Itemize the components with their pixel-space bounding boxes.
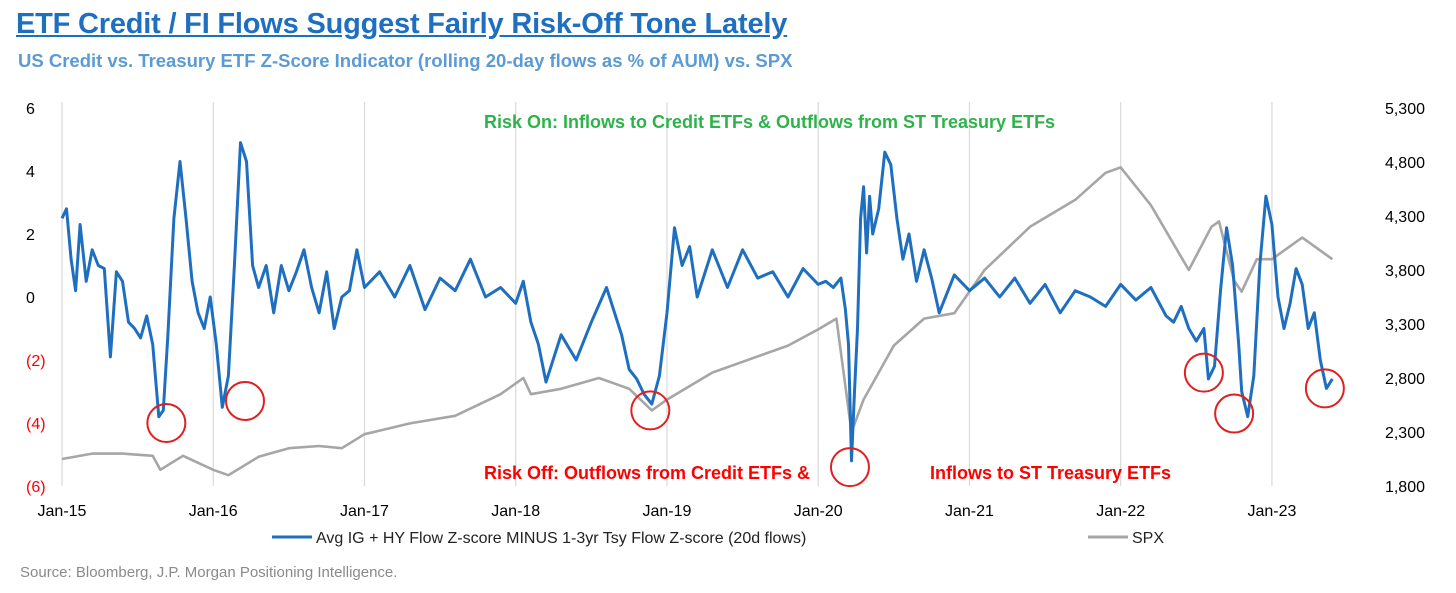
y-right-tick-label: 5,300	[1385, 101, 1425, 118]
y-right-tick-label: 3,800	[1385, 263, 1425, 280]
y-axis-left: 6 4 2 0 (2) (4) (6)	[26, 101, 46, 496]
highlight-circles	[146, 352, 1345, 488]
chart-subtitle: US Credit vs. Treasury ETF Z-Score Indic…	[18, 50, 793, 71]
x-tick-label: Jan-17	[340, 503, 389, 520]
spx-series	[61, 166, 1334, 477]
y-left-tick-label: 2	[26, 227, 35, 244]
y-left-tick-label: 4	[26, 164, 35, 181]
risk-off-annotation-right: Inflows to ST Treasury ETFs	[930, 463, 1171, 483]
y-right-tick-label: 3,300	[1385, 317, 1425, 334]
y-right-tick-label: 4,800	[1385, 155, 1425, 172]
y-right-tick-label: 1,800	[1385, 479, 1425, 496]
zscore-line	[60, 141, 1334, 463]
y-axis-right: 5,300 4,800 4,300 3,800 3,300 2,800 2,300 1,800	[1385, 101, 1425, 496]
risk-on-annotation: Risk On: Inflows to Credit ETFs & Outflo…	[484, 112, 1055, 132]
risk-off-annotation-left: Risk Off: Outflows from Credit ETFs &	[484, 463, 810, 483]
y-left-tick-label: 6	[26, 101, 35, 118]
chart-title: ETF Credit / FI Flows Suggest Fairly Ris…	[16, 8, 788, 40]
y-right-tick-label: 2,300	[1385, 425, 1425, 442]
highlight-circle	[1304, 368, 1345, 409]
y-left-tick-label: 0	[26, 290, 35, 307]
x-tick-label: Jan-21	[945, 503, 994, 520]
x-axis: Jan-15 Jan-16 Jan-17 Jan-18 Jan-19 Jan-20 Jan-…	[38, 503, 1297, 520]
chart: 6 4 2 0 (2) (4) (6) 5,300 4,800 4,300 3,800 3,300 2…	[26, 101, 1425, 547]
x-tick-label: Jan-20	[794, 503, 843, 520]
x-tick-label: Jan-23	[1247, 503, 1296, 520]
highlight-circle	[829, 447, 870, 488]
zscore-series	[60, 141, 1334, 463]
legend-zscore-label: Avg IG + HY Flow Z-score MINUS 1-3yr Tsy…	[316, 530, 806, 547]
y-left-tick-label: (4)	[26, 416, 46, 433]
x-tick-label: Jan-19	[643, 503, 692, 520]
x-tick-label: Jan-22	[1096, 503, 1145, 520]
highlight-circle	[1183, 352, 1224, 393]
spx-line	[61, 166, 1334, 477]
y-left-tick-label: (6)	[26, 479, 46, 496]
source-note: Source: Bloomberg, J.P. Morgan Positioni…	[20, 564, 398, 581]
x-tick-label: Jan-15	[38, 503, 87, 520]
y-right-tick-label: 2,800	[1385, 371, 1425, 388]
highlight-circle	[146, 403, 187, 443]
legend-spx-label: SPX	[1132, 530, 1164, 547]
highlight-circle	[1214, 393, 1255, 434]
gridlines	[61, 102, 1273, 486]
highlight-circle	[630, 390, 671, 431]
highlight-circle	[225, 380, 266, 421]
y-right-tick-label: 4,300	[1385, 209, 1425, 226]
x-tick-label: Jan-16	[189, 503, 238, 520]
x-tick-label: Jan-18	[491, 503, 540, 520]
y-left-tick-label: (2)	[26, 353, 46, 370]
legend: Avg IG + HY Flow Z-score MINUS 1-3yr Tsy…	[272, 530, 1164, 547]
